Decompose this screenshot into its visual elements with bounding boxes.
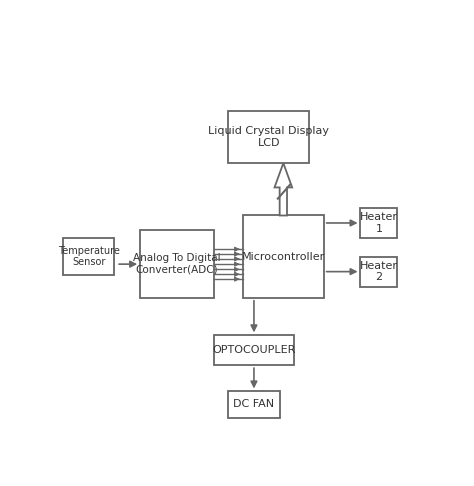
FancyBboxPatch shape (360, 208, 397, 238)
FancyBboxPatch shape (243, 215, 324, 298)
FancyBboxPatch shape (213, 335, 294, 365)
Text: Microcontroller: Microcontroller (242, 252, 325, 261)
Text: OPTOCOUPLER: OPTOCOUPLER (212, 345, 296, 355)
Polygon shape (274, 163, 292, 215)
Text: Liquid Crystal Display
LCD: Liquid Crystal Display LCD (208, 126, 329, 148)
FancyBboxPatch shape (63, 238, 114, 276)
FancyBboxPatch shape (360, 257, 397, 287)
Text: Heater
2: Heater 2 (360, 261, 398, 282)
Text: Heater
1: Heater 1 (360, 212, 398, 234)
Text: Analog To Digital
Converter(ADC): Analog To Digital Converter(ADC) (133, 253, 220, 275)
FancyBboxPatch shape (228, 111, 309, 163)
Text: Temperature
Sensor: Temperature Sensor (58, 246, 119, 267)
Text: DC FAN: DC FAN (233, 399, 274, 410)
FancyBboxPatch shape (140, 230, 213, 298)
FancyBboxPatch shape (228, 391, 280, 417)
